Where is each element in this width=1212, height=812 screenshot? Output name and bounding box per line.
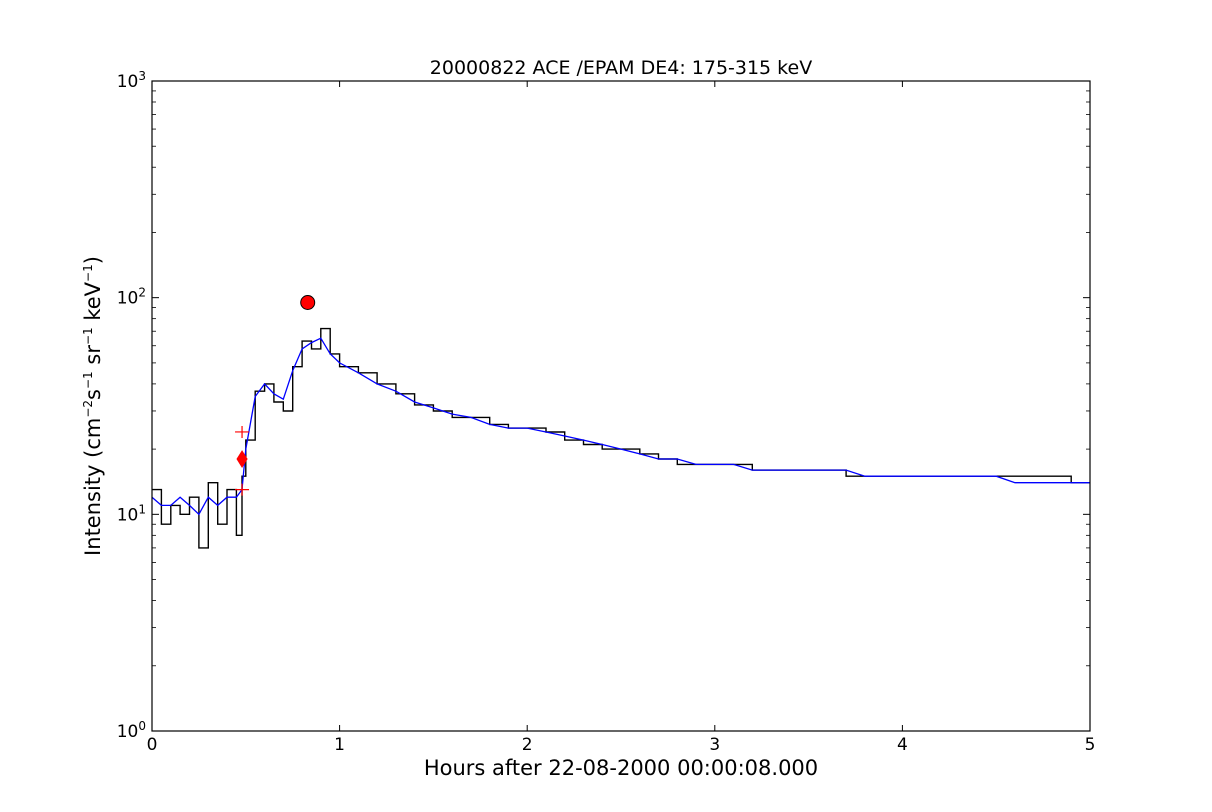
- chart-title: 20000822 ACE /EPAM DE4: 175-315 keV: [430, 57, 812, 79]
- x-tick-label: 5: [1085, 735, 1096, 755]
- x-tick-label: 0: [147, 735, 158, 755]
- y-tick-label: 103: [117, 69, 146, 92]
- marker-peak: [300, 294, 316, 310]
- plot-area: [151, 294, 1090, 549]
- marker-onset: [236, 450, 248, 468]
- x-tick-label: 2: [522, 735, 533, 755]
- x-tick-label: 3: [709, 735, 720, 755]
- x-tick-label: 4: [897, 735, 908, 755]
- axes: 0 1 2 3 4 5 100 101 102 103: [117, 69, 1096, 755]
- x-axis-label: Hours after 22-08-2000 00:00:08.000: [424, 756, 818, 780]
- y-tick-label: 101: [117, 502, 146, 525]
- y-tick-label: 102: [117, 286, 146, 309]
- plot-frame: [151, 80, 1091, 732]
- series-smoothed-intensity: [151, 337, 1090, 516]
- marker-onset-range-lower: [235, 483, 250, 496]
- x-tick-label: 1: [334, 735, 345, 755]
- marker-onset-range-upper: [235, 425, 250, 438]
- y-axis-label: Intensity (cm−2s−1 sr−1 keV−1): [81, 256, 105, 556]
- y-tick-label: 100: [117, 719, 146, 742]
